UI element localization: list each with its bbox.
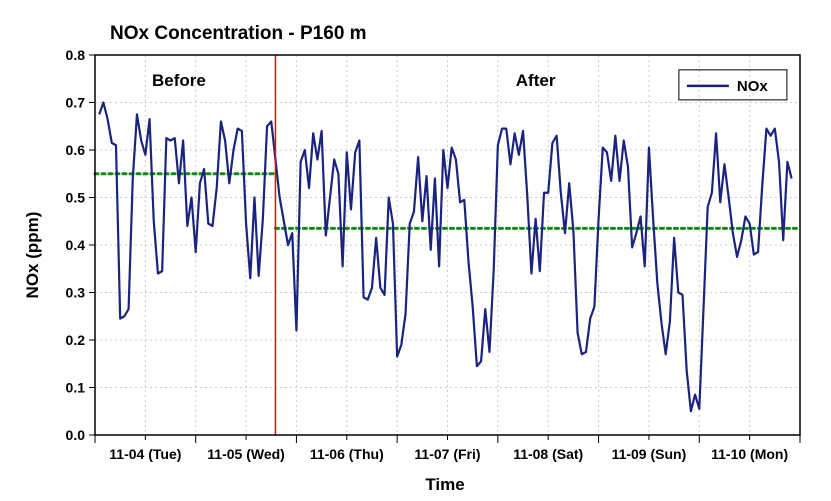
before-label: Before [152, 71, 206, 90]
y-tick-label: 0.3 [66, 285, 86, 301]
y-tick-label: 0.0 [66, 427, 86, 443]
y-tick-label: 0.4 [66, 237, 86, 253]
y-axis-label: NOx (ppm) [23, 212, 42, 299]
x-tick-label: 11-04 (Tue) [109, 446, 181, 462]
after-label: After [516, 71, 556, 90]
y-tick-label: 0.8 [66, 47, 86, 63]
x-tick-label: 11-08 (Sat) [513, 446, 583, 462]
x-tick-label: 11-10 (Mon) [711, 446, 788, 462]
x-tick-label: 11-06 (Thu) [310, 446, 384, 462]
x-tick-label: 11-07 (Fri) [414, 446, 480, 462]
x-tick-label: 11-09 (Sun) [612, 446, 687, 462]
plot-area: 0.0 0.1 0.2 0.3 0.4 0.5 0.6 0.7 0.8 11-04 (Tue) 11… [66, 47, 800, 462]
chart-title: NOx Concentration - P160 m [110, 23, 367, 44]
y-tick-label: 0.5 [66, 190, 86, 206]
y-tick-label: 0.2 [66, 332, 86, 348]
y-tick-label: 0.1 [66, 380, 86, 396]
legend-label: NOx [737, 78, 769, 95]
x-axis-label: Time [425, 475, 464, 494]
y-tick-label: 0.6 [66, 142, 86, 158]
x-tick-label: 11-05 (Wed) [207, 446, 285, 462]
y-tick-label: 0.7 [66, 95, 86, 111]
